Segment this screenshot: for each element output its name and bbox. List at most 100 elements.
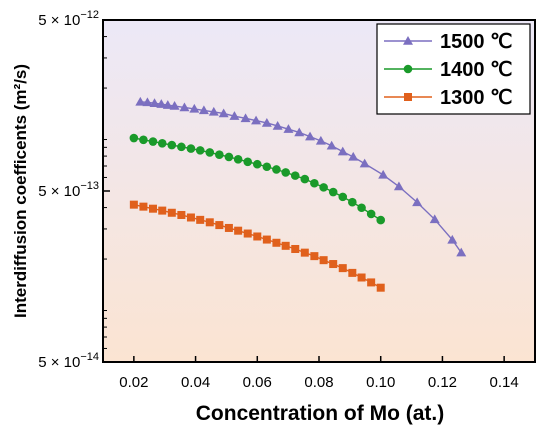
data-point — [205, 218, 214, 227]
x-tick-label: 0.04 — [181, 374, 210, 391]
data-point — [139, 135, 148, 145]
series-layer — [129, 96, 467, 292]
x-tick-label: 0.06 — [243, 374, 272, 391]
data-point — [162, 100, 173, 109]
legend-label: 1300 ℃ — [440, 87, 513, 109]
y-tick-label: 5 × 10−12 — [38, 9, 99, 29]
data-point — [291, 244, 300, 253]
y-tick-label: 5 × 10−14 — [38, 351, 99, 371]
data-point — [348, 197, 357, 207]
data-point — [149, 98, 160, 107]
data-point — [195, 146, 205, 155]
data-point — [158, 206, 167, 215]
x-tick-label: 0.14 — [490, 374, 519, 391]
data-point — [310, 252, 319, 261]
data-point — [139, 202, 148, 211]
legend-marker — [403, 64, 413, 74]
data-point — [198, 105, 209, 115]
data-point — [378, 169, 389, 179]
data-point — [366, 209, 376, 219]
data-point — [234, 226, 243, 235]
data-point — [367, 278, 376, 287]
data-point — [186, 144, 196, 153]
data-point — [305, 131, 316, 141]
data-point — [310, 178, 319, 188]
data-point — [315, 135, 326, 145]
data-point — [456, 247, 467, 257]
data-point — [412, 197, 423, 207]
plot-frame — [102, 19, 536, 363]
x-tick-label: 0.12 — [428, 374, 457, 391]
legend-label: 1400 ℃ — [440, 59, 513, 81]
data-point — [177, 142, 186, 152]
data-point — [240, 113, 251, 123]
data-point — [326, 140, 337, 150]
data-point — [167, 140, 177, 150]
data-point — [261, 117, 272, 127]
data-point — [290, 171, 300, 180]
legend-marker — [404, 93, 412, 101]
y-axis-title: Interdiffusion coefficents (m²/s) — [11, 64, 30, 318]
legend-label: 1500 ℃ — [440, 31, 513, 53]
data-point — [338, 192, 348, 202]
data-point — [294, 127, 305, 137]
data-point — [357, 203, 366, 213]
x-tick-label: 0.02 — [119, 374, 148, 391]
series-square — [129, 200, 385, 292]
data-point — [142, 97, 153, 107]
data-point — [272, 120, 283, 130]
data-point — [205, 148, 215, 157]
data-point — [186, 213, 195, 222]
y-axis-ticks: 5 × 10−125 × 10−135 × 10−14 — [38, 9, 110, 371]
data-point — [179, 102, 190, 112]
legend: 1500 ℃ 1400 ℃ 1300 ℃ — [376, 23, 531, 115]
data-point — [328, 187, 338, 197]
data-point — [218, 108, 229, 118]
data-point — [215, 150, 224, 160]
data-point — [177, 210, 186, 219]
y-tick-label: 5 × 10−13 — [38, 180, 99, 200]
data-point — [157, 139, 167, 148]
data-point — [196, 215, 205, 224]
data-point — [272, 165, 281, 174]
data-point — [148, 137, 158, 146]
legend-marker — [403, 36, 413, 45]
data-point — [376, 215, 386, 225]
data-point — [167, 208, 176, 217]
y-tick-exponent: −12 — [80, 9, 99, 21]
data-point — [208, 106, 219, 116]
data-point — [243, 229, 252, 238]
data-point — [338, 264, 347, 273]
data-point — [359, 158, 370, 168]
data-point — [233, 155, 243, 164]
data-point — [189, 103, 200, 113]
data-point — [262, 162, 272, 172]
data-point — [253, 232, 262, 241]
y-tick-mantissa: 5 × 10 — [38, 354, 80, 371]
data-point — [393, 181, 404, 191]
series-circle — [129, 133, 386, 225]
data-point — [224, 152, 234, 162]
y-tick-mantissa: 5 × 10 — [38, 183, 80, 200]
x-tick-label: 0.08 — [304, 374, 333, 391]
data-point — [229, 111, 240, 120]
data-point — [447, 234, 458, 244]
x-axis-title: Concentration of Mo (at.) — [196, 402, 444, 425]
data-point — [262, 235, 271, 244]
data-point — [135, 96, 146, 106]
data-point — [243, 157, 253, 167]
data-point — [215, 221, 224, 230]
data-point — [319, 256, 328, 265]
data-point — [319, 183, 328, 192]
data-point — [283, 124, 294, 133]
data-point — [281, 241, 290, 250]
data-point — [300, 174, 310, 184]
data-point — [329, 260, 338, 269]
data-point — [348, 151, 359, 161]
data-point — [252, 159, 262, 169]
data-point — [337, 146, 348, 156]
data-point — [156, 99, 167, 108]
data-point — [281, 168, 290, 177]
y-tick-mantissa: 5 × 10 — [38, 12, 80, 29]
